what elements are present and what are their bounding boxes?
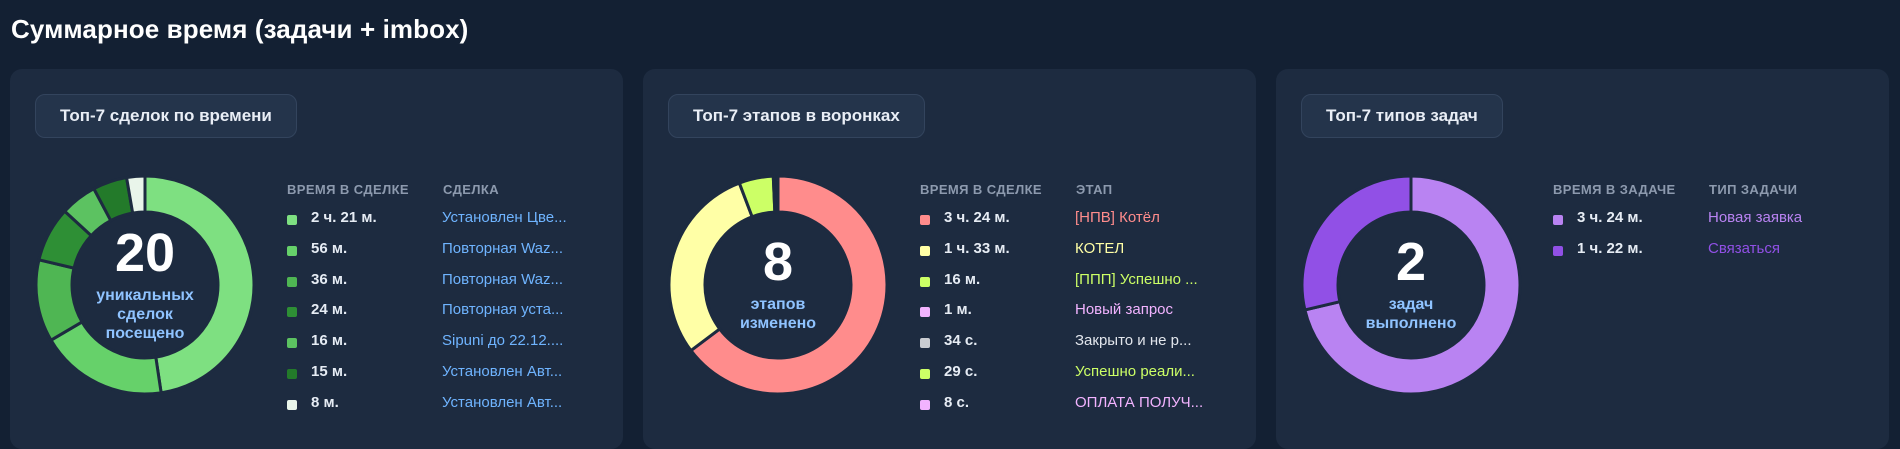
legend-swatch bbox=[287, 338, 297, 348]
item-link[interactable]: Повторная Waz... bbox=[442, 240, 563, 257]
legend-swatch bbox=[287, 277, 297, 287]
item-link[interactable]: Успешно реали... bbox=[1075, 363, 1195, 380]
time-value: 16 м. bbox=[311, 332, 347, 349]
time-value: 1 ч. 22 м. bbox=[1577, 240, 1643, 257]
card-tag[interactable]: Топ-7 этапов в воронках bbox=[668, 94, 925, 138]
legend-swatch bbox=[287, 246, 297, 256]
item-link[interactable]: Связаться bbox=[1708, 240, 1780, 257]
column-header-time: ВРЕМЯ В ЗАДАЧЕ bbox=[1553, 182, 1676, 197]
time-value: 1 ч. 33 м. bbox=[944, 240, 1010, 257]
legend-swatch bbox=[287, 307, 297, 317]
column-header-deal: СДЕЛКА bbox=[443, 182, 499, 197]
item-link[interactable]: Повторная Waz... bbox=[442, 271, 563, 288]
item-link[interactable]: Повторная уста... bbox=[442, 301, 563, 318]
column-header-task-type: ТИП ЗАДАЧИ bbox=[1709, 182, 1797, 197]
item-link[interactable]: КОТЕЛ bbox=[1075, 240, 1124, 257]
page-title: Суммарное время (задачи + imbox) bbox=[11, 14, 468, 45]
time-value: 2 ч. 21 м. bbox=[311, 209, 377, 226]
legend-swatch bbox=[1553, 215, 1563, 225]
count-label-line-2: изменено bbox=[740, 314, 816, 333]
count-label-line-1: этапов bbox=[751, 295, 806, 314]
time-value: 1 м. bbox=[944, 301, 972, 318]
column-header-time: ВРЕМЯ В СДЕЛКЕ bbox=[287, 182, 409, 197]
column-header-stage: ЭТАП bbox=[1076, 182, 1113, 197]
time-value: 56 м. bbox=[311, 240, 347, 257]
item-link[interactable]: Новая заявка bbox=[1708, 209, 1802, 226]
item-link[interactable]: Новый запрос bbox=[1075, 301, 1173, 318]
column-header-time: ВРЕМЯ В СДЕЛКЕ bbox=[920, 182, 1042, 197]
time-value: 36 м. bbox=[311, 271, 347, 288]
deals-card: Топ-7 сделок по времени 20 уникальных сд… bbox=[10, 69, 623, 449]
time-value: 16 м. bbox=[944, 271, 980, 288]
legend-swatch bbox=[920, 215, 930, 225]
stages-donut-chart: 8 этапов изменено bbox=[667, 174, 889, 396]
legend-swatch bbox=[287, 215, 297, 225]
card-tag[interactable]: Топ-7 типов задач bbox=[1301, 94, 1503, 138]
count-label-line-1: уникальных bbox=[96, 286, 194, 305]
item-link[interactable]: Установлен Авт... bbox=[442, 363, 562, 380]
count-label-line-1: задач bbox=[1389, 295, 1434, 314]
task-types-card: Топ-7 типов задач 2 задач выполнено ВРЕМ… bbox=[1276, 69, 1889, 449]
time-value: 15 м. bbox=[311, 363, 347, 380]
time-value: 8 м. bbox=[311, 394, 339, 411]
legend-swatch bbox=[287, 369, 297, 379]
item-link[interactable]: ОПЛАТА ПОЛУЧ... bbox=[1075, 394, 1203, 411]
task-types-donut-chart: 2 задач выполнено bbox=[1300, 174, 1522, 396]
item-link[interactable]: Закрыто и не р... bbox=[1075, 332, 1191, 349]
time-value: 34 с. bbox=[944, 332, 977, 349]
count-label-line-3: посещено bbox=[106, 324, 185, 343]
unique-deals-count: 20 bbox=[115, 224, 175, 282]
stages-card: Топ-7 этапов в воронках 8 этапов изменен… bbox=[643, 69, 1256, 449]
tasks-done-count: 2 bbox=[1396, 233, 1426, 291]
item-link[interactable]: [ППП] Успешно ... bbox=[1075, 271, 1198, 288]
stages-changed-count: 8 bbox=[763, 233, 793, 291]
item-link[interactable]: Установлен Авт... bbox=[442, 394, 562, 411]
time-value: 24 м. bbox=[311, 301, 347, 318]
card-tag[interactable]: Топ-7 сделок по времени bbox=[35, 94, 297, 138]
legend-swatch bbox=[920, 246, 930, 256]
deals-donut-chart: 20 уникальных сделок посещено bbox=[34, 174, 256, 396]
legend-swatch bbox=[920, 277, 930, 287]
count-label-line-2: выполнено bbox=[1366, 314, 1457, 333]
time-value: 29 с. bbox=[944, 363, 977, 380]
item-link[interactable]: Sipuni до 22.12.... bbox=[442, 332, 563, 349]
legend-swatch bbox=[1553, 246, 1563, 256]
count-label-line-2: сделок bbox=[117, 305, 173, 324]
time-value: 8 с. bbox=[944, 394, 969, 411]
legend-swatch bbox=[920, 400, 930, 410]
time-value: 3 ч. 24 м. bbox=[1577, 209, 1643, 226]
legend-swatch bbox=[920, 307, 930, 317]
legend-swatch bbox=[287, 400, 297, 410]
legend-swatch bbox=[920, 338, 930, 348]
legend-swatch bbox=[920, 369, 930, 379]
time-value: 3 ч. 24 м. bbox=[944, 209, 1010, 226]
item-link[interactable]: Установлен Цве... bbox=[442, 209, 567, 226]
item-link[interactable]: [НПВ] Котёл bbox=[1075, 209, 1160, 226]
